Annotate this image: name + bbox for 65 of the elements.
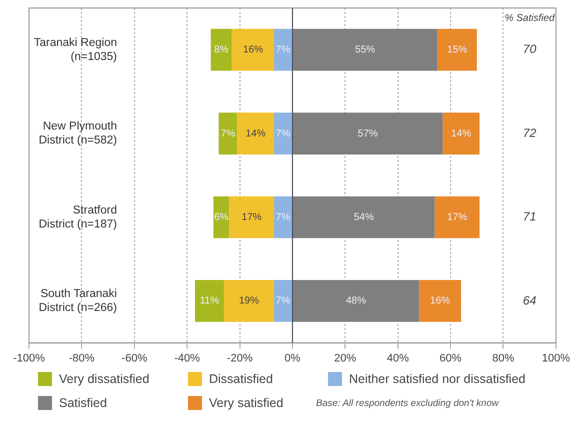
data-label: 48%: [346, 296, 366, 307]
data-label: 11%: [200, 296, 220, 307]
bar: [434, 196, 480, 238]
y-tick-label: New Plymouth District (n=582): [38, 120, 118, 147]
y-tick-label: South Taranaki District (n=266): [38, 288, 118, 314]
x-tick-label: 60%: [440, 352, 462, 364]
x-tick-label: -60%: [122, 352, 148, 364]
bar: [229, 196, 274, 238]
data-label: 7%: [276, 296, 290, 307]
annotation: 72: [522, 126, 537, 140]
x-tick-label: -20%: [226, 352, 253, 364]
data-label: 17%: [242, 212, 262, 223]
data-label: 19%: [238, 296, 260, 307]
x-tick-label: 0%: [284, 352, 301, 364]
data-label: 7%: [276, 128, 290, 140]
bar: [218, 112, 238, 154]
data-label: 14%: [451, 128, 472, 140]
legend-label: Dissatisfied: [209, 372, 273, 386]
legend-label: Neither satisfied nor dissatisfied: [349, 372, 526, 386]
data-label: 17%: [447, 212, 468, 223]
text: Base: All respondents excluding don't know: [316, 396, 500, 410]
legend-label: Very satisfied: [209, 396, 284, 410]
bar: [274, 196, 292, 238]
bar: [194, 280, 224, 322]
bar: [232, 28, 274, 71]
bar: [292, 280, 419, 322]
data-label: 55%: [355, 44, 376, 56]
bar: [292, 112, 443, 154]
data-label: 57%: [358, 128, 378, 140]
data-label: 54%: [354, 212, 374, 223]
x-tick-label: 20%: [334, 352, 356, 364]
bar: [274, 112, 292, 154]
bar: [292, 196, 435, 238]
bar: [437, 28, 477, 71]
data-label: 7%: [276, 44, 290, 56]
bar: [237, 112, 274, 154]
data-label: 7%: [220, 128, 236, 140]
x-tick-label: -80%: [68, 352, 95, 364]
data-label: 6%: [214, 212, 229, 223]
bar: [418, 280, 462, 322]
bar: [442, 112, 480, 154]
data-label: 16%: [430, 296, 450, 307]
data-label: 7%: [276, 212, 290, 223]
data-label: 8%: [214, 44, 229, 56]
bar: [224, 280, 274, 322]
data-label: 15%: [447, 44, 468, 56]
bar: [274, 280, 292, 322]
legend-label: Very dissatisfied: [59, 372, 150, 386]
data-label: 14%: [246, 128, 266, 140]
annotation: 70: [522, 42, 537, 56]
y-tick-label: Stratford District (n=187): [38, 204, 118, 230]
annotation: % Satisfied: [504, 12, 556, 24]
annotation: 64: [522, 293, 537, 308]
data-label: 16%: [242, 44, 264, 56]
x-tick-label: 80%: [492, 352, 514, 364]
x-tick-label: 100%: [542, 352, 570, 364]
x-tick-label: 40%: [386, 352, 410, 364]
bar: [210, 28, 232, 71]
x-tick-label: -40%: [174, 352, 200, 364]
y-tick-label: Taranaki Region (n=1035): [34, 37, 118, 64]
x-tick-label: -100%: [13, 352, 46, 364]
bar: [292, 28, 438, 71]
legend-label: Satisfied: [59, 396, 107, 410]
annotation: 71: [522, 210, 536, 224]
bar: [274, 28, 292, 71]
